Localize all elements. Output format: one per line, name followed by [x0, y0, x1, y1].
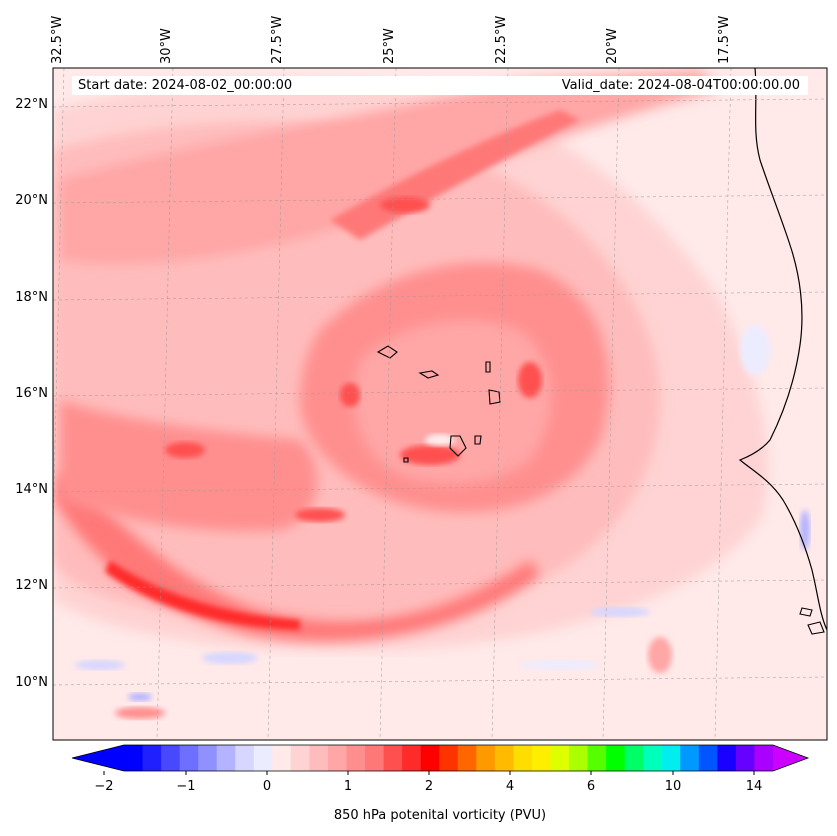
colorbar-swatch [327, 745, 348, 771]
colorbar-swatch [402, 745, 422, 771]
start-date-label: Start date: 2024-08-02_00:00:00 [78, 78, 293, 93]
colorbar-swatch [457, 745, 477, 771]
colorbar-swatch [365, 745, 385, 771]
longitude-gridline [379, 68, 397, 740]
colorbar-swatch [346, 745, 366, 771]
colorbar-outline [71, 744, 810, 772]
colorbar-swatch [717, 745, 737, 771]
longitude-gridline [714, 68, 732, 740]
colorbar-swatch [606, 745, 626, 771]
colorbar-swatch [587, 745, 607, 771]
colorbar-swatch [476, 745, 496, 771]
latitude-tick-label: 22°N [15, 97, 48, 112]
colorbar-swatch [198, 745, 218, 771]
longitude-gridline [267, 68, 285, 740]
longitude-gridline [53, 68, 65, 541]
longitude-gridline [156, 68, 174, 740]
colorbar-tick-label: 6 [586, 779, 596, 794]
longitude-gridline [602, 68, 620, 740]
colorbar-swatch [494, 745, 514, 771]
colorbar-swatch [253, 745, 273, 771]
longitude-tick-label: 17.5°W [717, 15, 732, 64]
colorbar-swatch [179, 745, 199, 771]
latitude-tick-label: 20°N [15, 193, 48, 208]
latitude-tick-label: 18°N [15, 290, 48, 305]
latitude-tick-label: 14°N [15, 482, 48, 497]
pv-field [53, 68, 827, 740]
colorbar-swatch [124, 745, 144, 771]
colorbar-swatch [216, 745, 236, 771]
colorbar-tick-label: 4 [505, 779, 515, 794]
colorbar-swatch [272, 745, 292, 771]
colorbar-swatch [309, 745, 329, 771]
colorbar-swatch [698, 745, 718, 771]
colorbar-swatch [550, 745, 570, 771]
longitude-tick-label: 30°W [159, 28, 174, 64]
colorbar-swatch [754, 745, 774, 771]
colorbar-tick-label: 1 [343, 779, 353, 794]
longitude-tick-label: 27.5°W [270, 15, 285, 64]
longitude-tick-label: 20°W [605, 28, 620, 64]
colorbar-swatch [643, 745, 663, 771]
colorbar-swatch [235, 745, 255, 771]
colorbar-tick-label: −2 [94, 779, 114, 794]
longitude-tick-label: 25°W [382, 28, 397, 64]
colorbar-swatch [661, 745, 681, 771]
colorbar-over-triangle [773, 745, 808, 771]
longitude-gridline [491, 68, 509, 740]
colorbar-swatch [569, 745, 589, 771]
colorbar-swatch [290, 745, 310, 771]
colorbar-swatch [735, 745, 755, 771]
colorbar-tick-label: 10 [664, 779, 682, 794]
colorbar-tick-label: 2 [424, 779, 434, 794]
colorbar-swatch [420, 745, 440, 771]
colorbar-under-triangle [72, 745, 124, 771]
colorbar-swatch [383, 745, 403, 771]
colorbar-swatch [624, 745, 644, 771]
colorbar-swatch [531, 745, 551, 771]
colorbar-label: 850 hPa potenital vorticity (PVU) [333, 808, 547, 823]
latitude-tick-label: 16°N [15, 386, 48, 401]
colorbar-swatch [513, 745, 533, 771]
map-frame [52, 67, 828, 741]
graticule [53, 68, 827, 740]
latitude-tick-label: 12°N [15, 578, 48, 593]
colorbar-swatch [142, 745, 162, 771]
colorbar-tick-label: −1 [176, 779, 196, 794]
colorbar-swatch [439, 745, 459, 771]
colorbar-swatch [680, 745, 700, 771]
colorbar-tick-label: 14 [745, 779, 763, 794]
date-info-box: Start date: 2024-08-02_00:00:00 Valid_da… [72, 76, 808, 95]
longitude-tick-label: 32.5°W [50, 15, 65, 64]
colorbar-tick-label: 0 [262, 779, 272, 794]
valid-date-label: Valid_date: 2024-08-04T00:00:00.00 [561, 78, 800, 93]
latitude-tick-label: 10°N [15, 675, 48, 690]
colorbar-swatch [161, 745, 181, 771]
longitude-tick-label: 22.5°W [494, 15, 509, 64]
colorbar [71, 744, 810, 775]
